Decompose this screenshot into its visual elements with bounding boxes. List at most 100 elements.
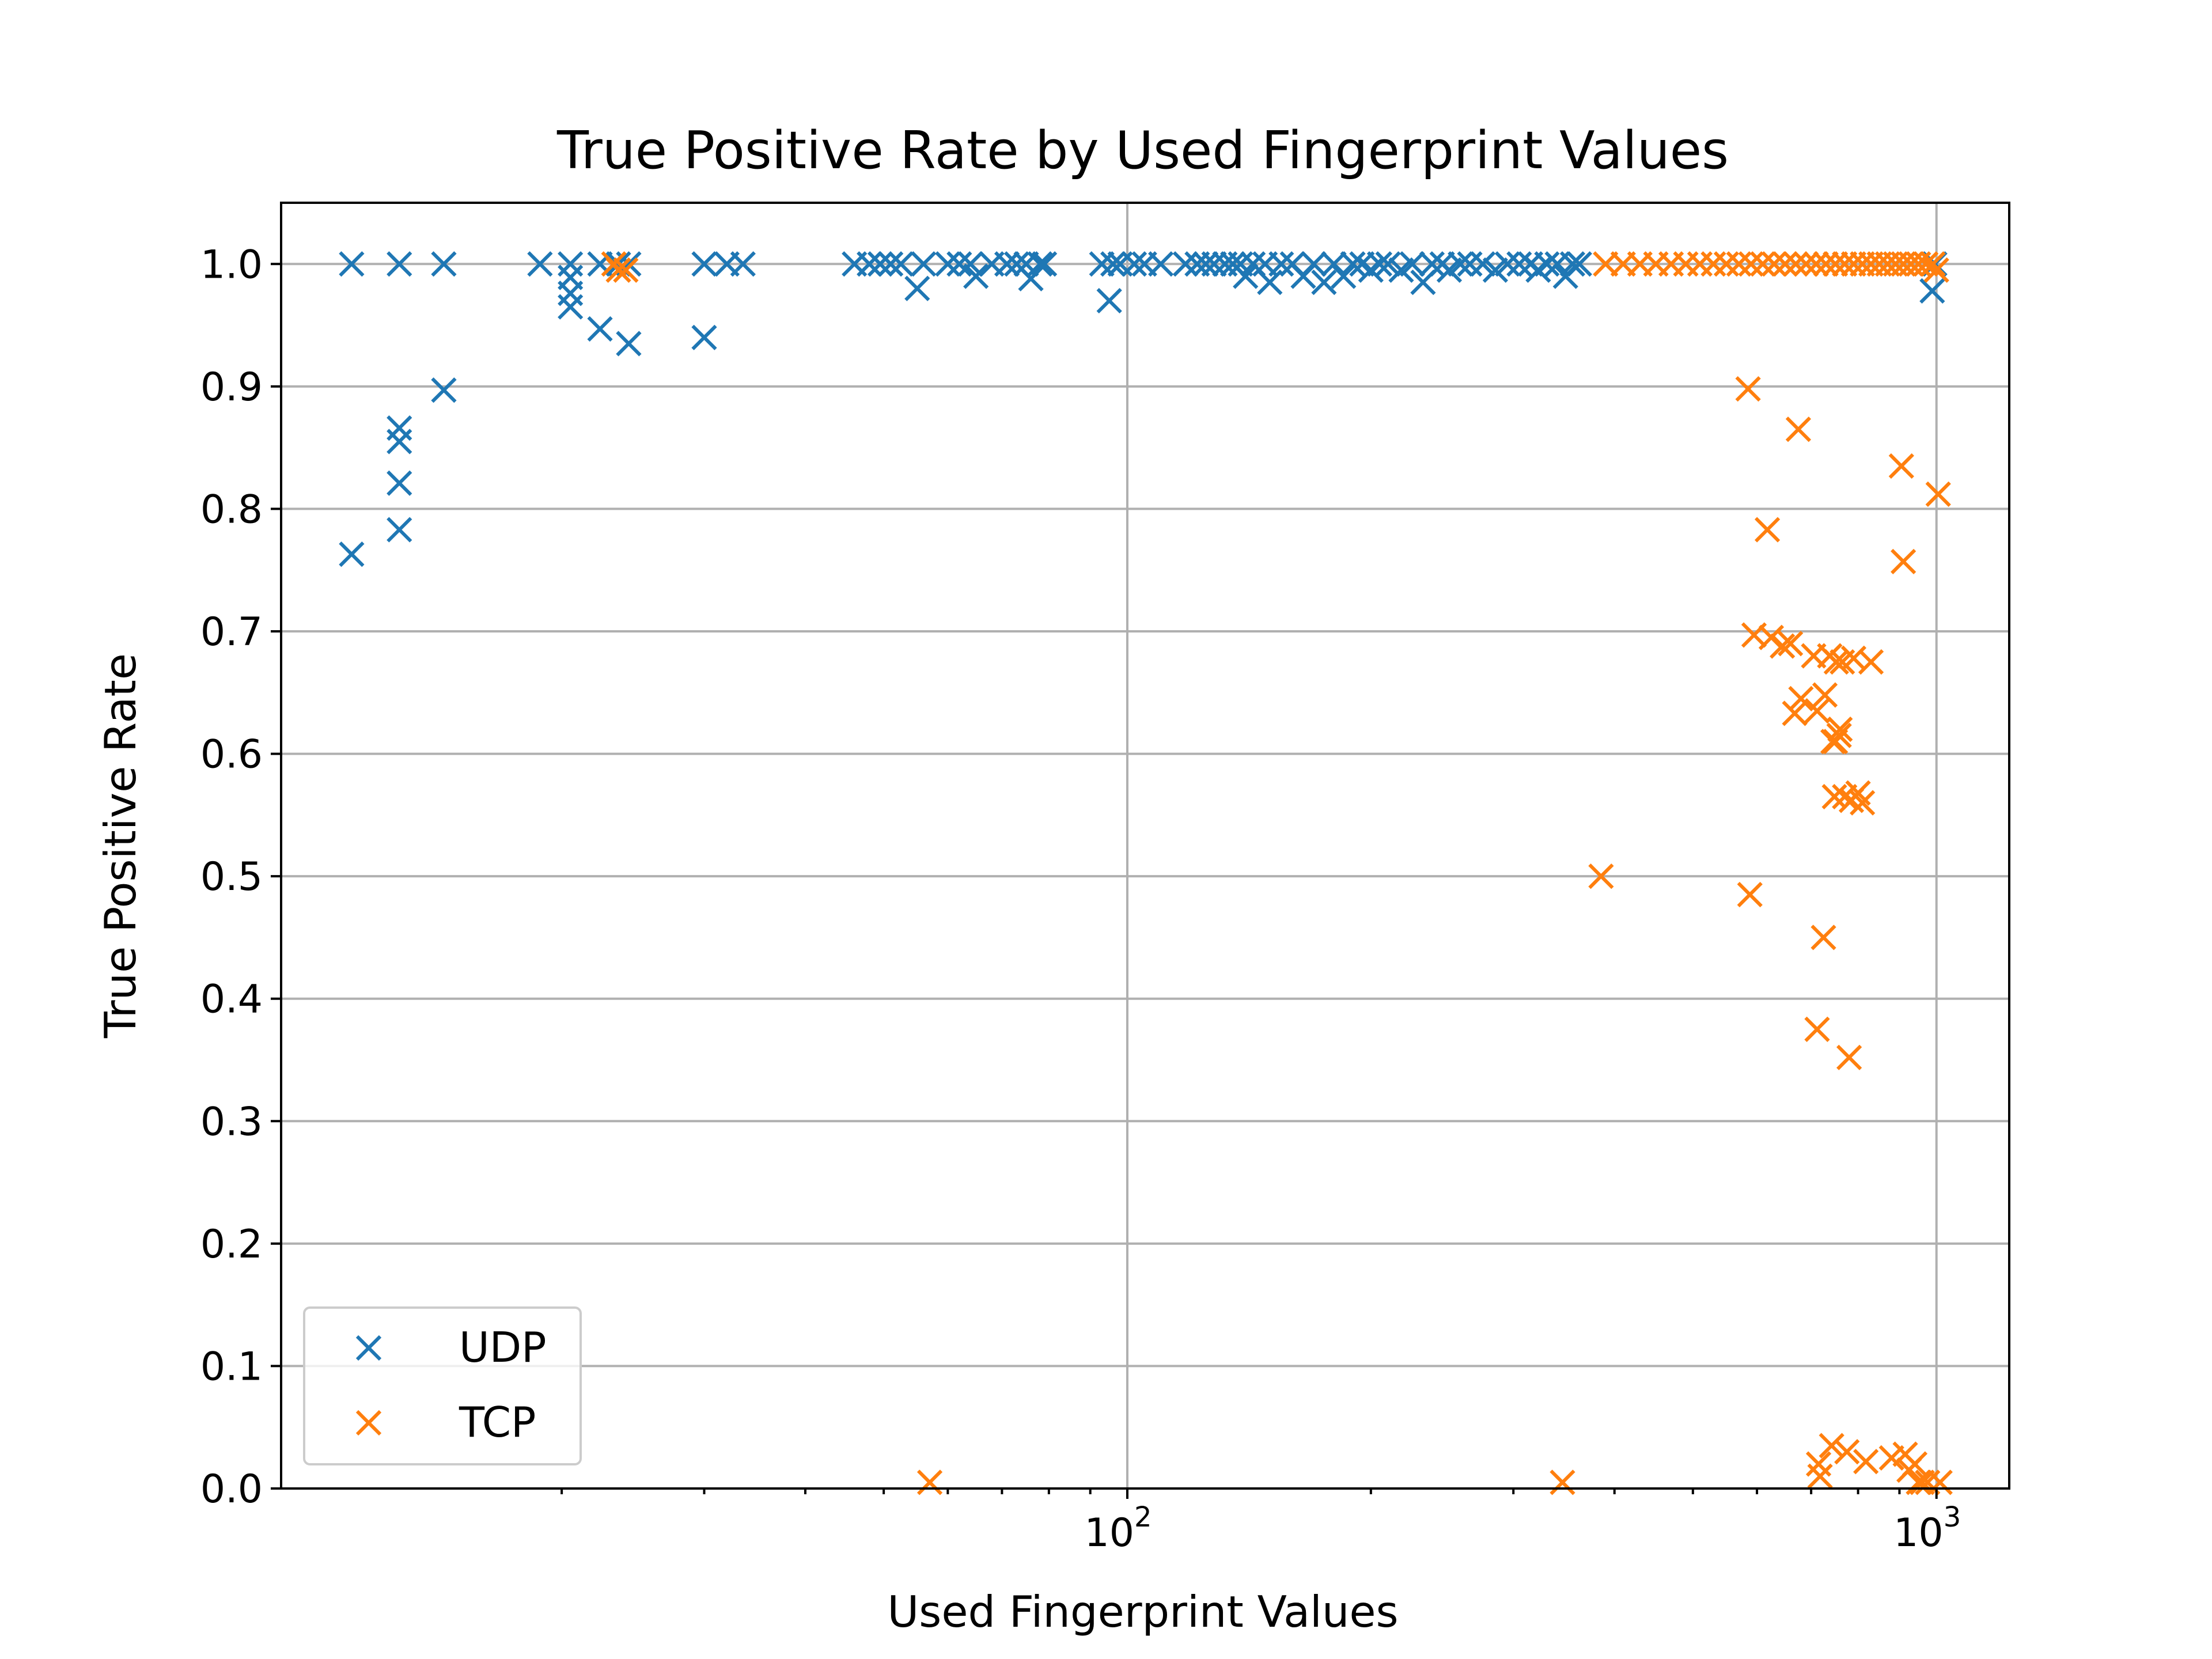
point-udp — [994, 251, 1020, 277]
point-udp — [1448, 251, 1474, 277]
point-udp — [1419, 251, 1445, 277]
y-tick-label: 0.7 — [200, 609, 263, 655]
point-udp — [616, 331, 642, 357]
legend-marker-udp — [355, 1335, 382, 1361]
point-tcp — [916, 1469, 943, 1495]
point-udp — [1121, 251, 1147, 277]
point-udp — [904, 275, 930, 301]
plot-frame — [280, 202, 2010, 1490]
point-udp — [878, 251, 904, 277]
point-udp — [1482, 257, 1509, 283]
point-udp — [431, 251, 457, 277]
point-tcp — [1915, 1469, 1941, 1495]
point-udp — [387, 470, 412, 496]
point-udp — [1534, 251, 1560, 277]
point-tcp — [1788, 685, 1814, 712]
chart-title: True Positive Rate by Used Fingerprint V… — [556, 120, 1729, 181]
point-tcp — [1909, 1469, 1935, 1495]
point-tcp — [1819, 1433, 1844, 1459]
point-udp — [1366, 251, 1393, 277]
point-tcp — [1750, 251, 1776, 277]
point-udp — [963, 263, 989, 289]
point-tcp — [1588, 863, 1614, 889]
point-tcp — [613, 257, 639, 283]
point-tcp — [1782, 700, 1808, 726]
point-udp — [1027, 251, 1053, 277]
point-tcp — [1850, 790, 1876, 816]
point-udp — [1331, 263, 1357, 289]
point-tcp — [1778, 631, 1804, 657]
point-tcp — [1927, 1469, 1953, 1495]
point-udp — [1301, 251, 1327, 277]
point-udp — [1193, 251, 1219, 277]
point-udp — [339, 251, 365, 277]
point-tcp — [1785, 416, 1812, 442]
point-tcp — [1770, 633, 1796, 659]
point-tcp — [1810, 925, 1836, 950]
point-udp — [1201, 251, 1227, 277]
point-udp — [691, 324, 717, 350]
point-tcp — [1804, 698, 1830, 724]
point-udp — [387, 517, 412, 543]
point-udp — [387, 251, 412, 277]
point-tcp — [1812, 682, 1838, 708]
point-udp — [1494, 251, 1521, 277]
y-tick-label: 0.4 — [200, 977, 263, 1022]
point-udp — [1311, 270, 1337, 296]
point-udp — [1375, 251, 1401, 277]
point-tcp — [1793, 251, 1819, 277]
point-tcp — [1925, 481, 1951, 507]
point-udp — [857, 251, 882, 277]
point-udp — [1233, 263, 1259, 289]
point-tcp — [1550, 1469, 1575, 1495]
point-tcp — [1807, 1463, 1833, 1489]
point-tcp — [1858, 649, 1884, 675]
point-tcp — [1826, 722, 1852, 748]
point-tcp — [1737, 881, 1763, 908]
y-tick-label: 0.1 — [200, 1344, 263, 1389]
point-tcp — [1726, 251, 1752, 277]
point-tcp — [1836, 1044, 1862, 1070]
data-points — [339, 251, 1953, 1495]
x-tick-label: 102 — [1084, 1501, 1152, 1556]
legend-marker-tcp — [355, 1410, 382, 1436]
point-tcp — [1772, 251, 1798, 277]
legend-label-udp: UDP — [459, 1323, 547, 1372]
point-udp — [867, 251, 893, 277]
point-udp — [691, 251, 717, 277]
point-tcp — [1754, 517, 1781, 543]
point-tcp — [1735, 376, 1761, 402]
point-udp — [935, 251, 961, 277]
x-axis-label: Used Fingerprint Values — [887, 1586, 1398, 1637]
point-udp — [1559, 251, 1586, 277]
point-tcp — [1738, 251, 1764, 277]
point-udp — [1321, 251, 1347, 277]
point-udp — [558, 294, 584, 320]
point-udp — [1566, 251, 1592, 277]
point-udp — [911, 251, 937, 277]
point-tcp — [605, 257, 631, 283]
point-udp — [339, 541, 365, 567]
axis-ticks: 0.0 0.1 0.2 0.3 0.4 0.5 0.6 0.7 0.8 0.9 1.0 102 103 — [200, 242, 1961, 1556]
y-tick-label: 0.3 — [200, 1099, 263, 1145]
point-udp — [1148, 251, 1174, 277]
point-udp — [1268, 251, 1294, 277]
point-udp — [431, 377, 457, 403]
legend: UDP TCP — [303, 1306, 582, 1465]
point-udp — [1919, 278, 1945, 304]
point-tcp — [1888, 453, 1914, 479]
point-udp — [1089, 251, 1115, 277]
y-tick-label: 1.0 — [200, 242, 263, 287]
point-udp — [1100, 251, 1126, 277]
point-udp — [1470, 251, 1496, 277]
point-udp — [587, 316, 613, 342]
point-tcp — [1758, 624, 1785, 650]
y-axis-label: True Positive Rate — [95, 653, 146, 1039]
point-tcp — [1804, 1016, 1830, 1042]
point-tcp — [1853, 1449, 1879, 1475]
point-tcp — [1834, 1439, 1860, 1465]
y-tick-label: 0.9 — [200, 365, 263, 410]
point-udp — [1172, 251, 1199, 277]
point-udp — [387, 429, 412, 454]
point-udp — [1032, 251, 1058, 277]
